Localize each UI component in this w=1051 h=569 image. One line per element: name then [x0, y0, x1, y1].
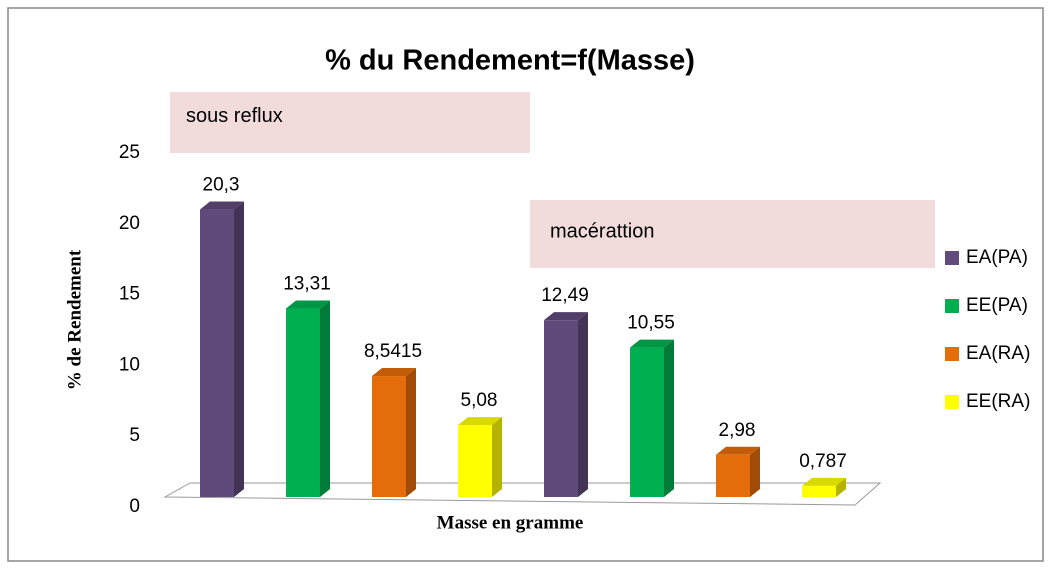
- category-box: [530, 200, 935, 268]
- bar-side: [836, 477, 846, 497]
- bar-top: [200, 201, 244, 210]
- legend-label: EA(PA): [966, 247, 1028, 268]
- legend-swatch: [945, 395, 959, 409]
- legend-swatch: [945, 347, 959, 361]
- legend-swatch: [945, 299, 959, 313]
- bar-top: [716, 446, 760, 455]
- bar-side: [320, 300, 330, 497]
- bar-side: [492, 417, 502, 497]
- data-label: 12,49: [541, 285, 589, 306]
- data-label: 20,3: [203, 175, 240, 196]
- data-label: 13,31: [283, 274, 331, 295]
- bar: [200, 209, 234, 497]
- legend-label: EE(PA): [966, 295, 1028, 316]
- bar-side: [234, 201, 244, 497]
- category-box: [170, 92, 530, 153]
- bar: [458, 425, 492, 497]
- category-label: sous reflux: [186, 105, 283, 127]
- bar: [286, 308, 320, 497]
- x-axis-title: Masse en gramme: [437, 512, 584, 533]
- bar-top: [372, 368, 416, 377]
- bar: [544, 320, 578, 497]
- data-label: 8,5415: [364, 341, 422, 362]
- bar-side: [750, 446, 760, 497]
- bar-top: [802, 477, 846, 486]
- data-label: 2,98: [719, 420, 756, 441]
- y-tick-label: 0: [129, 496, 140, 517]
- legend-swatch: [945, 251, 959, 265]
- chart-border: [7, 7, 1044, 562]
- legend-label: EE(RA): [966, 391, 1030, 412]
- y-axis-title: % de Rendement: [64, 249, 85, 390]
- data-label: 10,55: [627, 313, 675, 334]
- bar: [716, 454, 750, 497]
- bar: [630, 347, 664, 497]
- bar-top: [458, 417, 502, 426]
- legend-label: EA(RA): [966, 343, 1030, 364]
- chart-title: % du Rendement=f(Masse): [325, 45, 695, 77]
- bar-top: [630, 339, 674, 348]
- bar-side: [578, 312, 588, 497]
- bar: [802, 485, 836, 497]
- bar-top: [286, 300, 330, 309]
- category-label: macérattion: [550, 220, 655, 242]
- floor: [163, 482, 882, 506]
- bar: [372, 376, 406, 497]
- bar-side: [664, 339, 674, 497]
- data-label: 5,08: [461, 390, 498, 411]
- y-tick-label: 15: [119, 284, 140, 305]
- y-tick-label: 20: [119, 213, 140, 234]
- bar-side: [406, 368, 416, 497]
- y-tick-label: 10: [119, 354, 140, 375]
- bar-top: [544, 312, 588, 321]
- y-tick-label: 25: [119, 142, 140, 163]
- data-label: 0,787: [799, 451, 847, 472]
- y-tick-label: 5: [129, 425, 140, 446]
